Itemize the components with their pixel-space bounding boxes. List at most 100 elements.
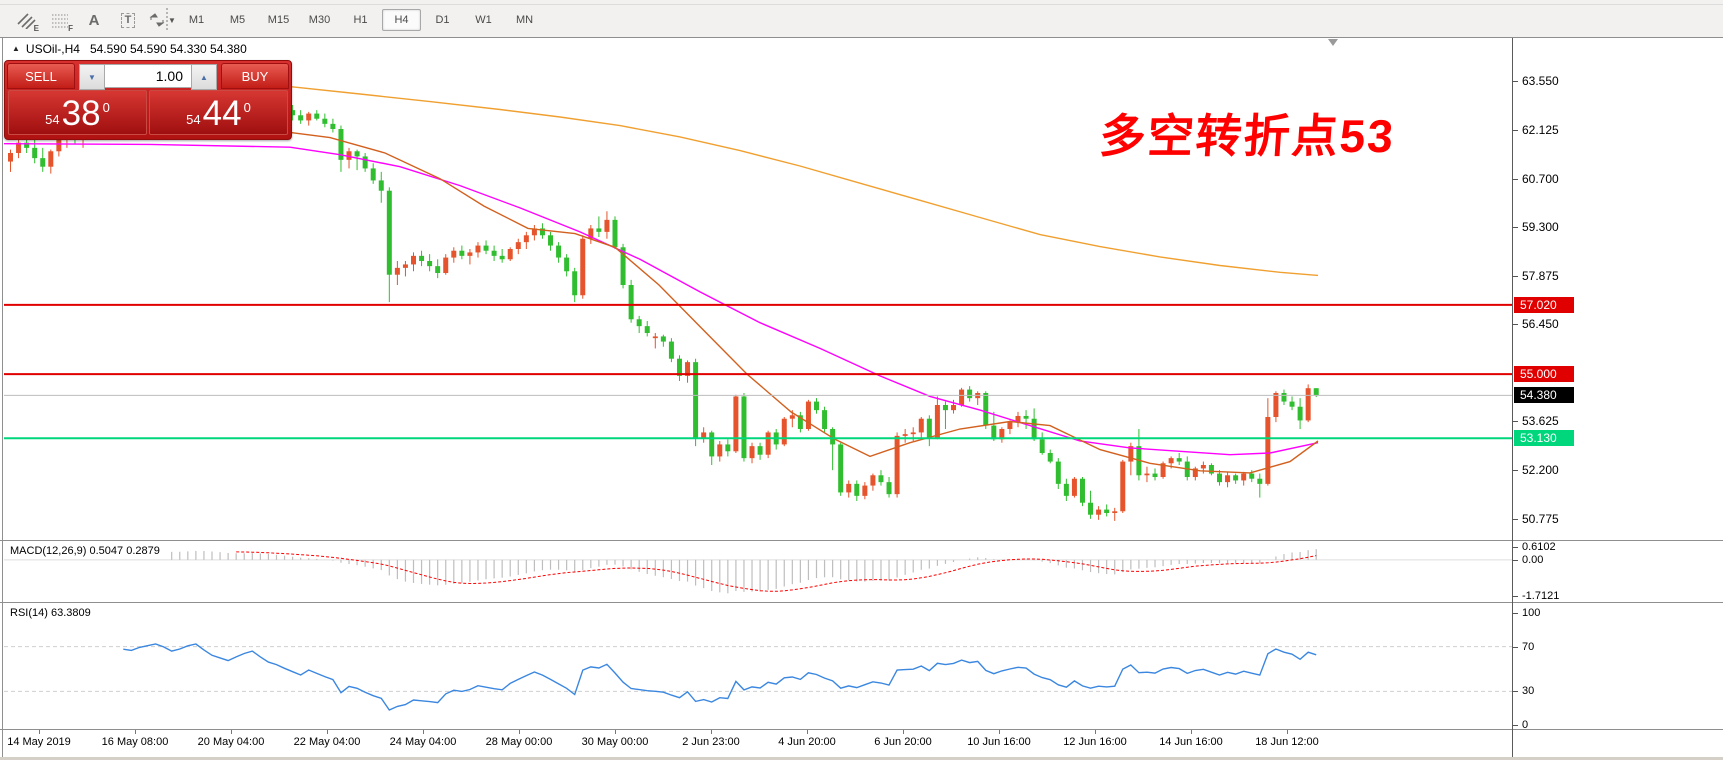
rsi-axis-label: 100	[1522, 607, 1541, 619]
time-axis[interactable]: 14 May 2019 16 May 08:00 20 May 04:00 22 Ma…	[0, 730, 1512, 757]
price-tick-mark	[1513, 81, 1518, 82]
time-axis-label: 16 May 08:00	[101, 736, 169, 748]
time-axis-label: 24 May 04:00	[389, 736, 457, 748]
rsi-plot	[4, 643, 1512, 711]
text-box-icon[interactable]: T	[112, 6, 144, 34]
price-tick-label: 50.775	[1522, 511, 1559, 526]
macd-tick-mark	[1513, 559, 1518, 561]
buy-price-display[interactable]: 54 44 0	[149, 90, 288, 135]
rsi-axis-label: 30	[1522, 685, 1535, 698]
toolbar-divider	[0, 4, 1723, 5]
price-tick-mark	[1513, 324, 1518, 326]
time-tick-mark	[135, 730, 136, 734]
time-tick-mark	[1287, 730, 1288, 734]
volume-increase-button[interactable]: ▲	[191, 64, 217, 90]
fast-ma-line	[289, 131, 1319, 474]
axis-separator	[1512, 38, 1513, 757]
buy-price-big: 44	[202, 94, 242, 133]
arrow-objects-icon[interactable]: ▼	[146, 6, 178, 34]
timeframe-button-w1[interactable]: W1	[475, 14, 492, 26]
text-label-icon[interactable]: A	[88, 11, 100, 29]
time-axis-label: 6 Jun 20:00	[874, 736, 932, 748]
time-tick-mark	[711, 730, 712, 734]
sell-price-prefix: 54	[45, 112, 60, 127]
rsi-panel-separator[interactable]	[0, 602, 1723, 603]
chart-shift-marker-icon[interactable]	[1328, 39, 1338, 46]
time-tick-mark	[903, 730, 904, 734]
price-tick-mark	[1513, 421, 1518, 423]
price-axis[interactable]: 63.550 62.125 60.700 59.300 57.875 56.450 53.6…	[1513, 38, 1723, 757]
timeframe-button-d1[interactable]: D1	[435, 14, 450, 26]
time-axis-label: 14 May 2019	[7, 736, 71, 748]
symbol-timeframe-label: USOil-,H4	[25, 42, 80, 56]
macd-axis-label: -1.7121	[1522, 590, 1560, 603]
macd-plot	[4, 549, 1512, 594]
macd-panel-separator[interactable]	[0, 540, 1723, 541]
rsi-line	[123, 643, 1317, 711]
time-tick-mark	[231, 730, 232, 734]
collapse-trade-panel-icon[interactable]: ▲	[12, 44, 20, 53]
timeframe-button-m5[interactable]: M5	[229, 14, 246, 26]
macd-axis-label: 0.00	[1522, 553, 1544, 566]
macd-indicator-label: MACD(12,26,9) 0.5047 0.2879	[10, 545, 160, 557]
rsi-tick-mark	[1513, 646, 1518, 648]
time-tick-mark	[807, 730, 808, 734]
window-bottom-edge	[0, 757, 1723, 760]
time-axis-label: 2 Jun 23:00	[682, 736, 740, 748]
macd-tick-mark	[1513, 596, 1518, 598]
window-border	[2, 38, 3, 757]
macd-axis-label: 0.6102	[1522, 540, 1556, 553]
chart-text-annotation: 多空转折点53	[1097, 110, 1397, 162]
time-axis-label: 10 Jun 16:00	[967, 736, 1031, 748]
buy-button[interactable]: BUY	[221, 63, 289, 89]
time-axis-label: 18 Jun 12:00	[1255, 736, 1319, 748]
toolbar-drag-handle[interactable]	[166, 8, 171, 30]
timeframe-button-h4[interactable]: H4	[382, 9, 421, 31]
time-tick-mark	[39, 730, 40, 734]
medium-ma-line	[4, 143, 1319, 456]
price-tick-mark	[1513, 226, 1518, 228]
time-axis-label: 4 Jun 20:00	[778, 736, 836, 748]
price-tick-label: 56.450	[1522, 317, 1559, 332]
drawing-tools-group: E F A T ▼	[10, 6, 180, 34]
price-tick-label: 59.300	[1522, 219, 1559, 234]
price-tick-mark	[1513, 129, 1518, 131]
rsi-indicator-label: RSI(14) 63.3809	[10, 607, 91, 619]
ohlc-values: 54.590 54.590 54.330 54.380	[89, 42, 247, 56]
price-tick-mark	[1513, 518, 1518, 520]
price-tick-mark	[1513, 470, 1518, 472]
time-tick-mark	[423, 730, 424, 734]
timeframe-group: M1 M5 M15 M30 H1 H4 D1 W1 MN	[176, 6, 545, 34]
price-tick-mark	[1513, 178, 1518, 180]
price-tick-label: 63.550	[1522, 74, 1559, 88]
buy-price-sup: 0	[243, 100, 251, 115]
timeframe-button-mn[interactable]: MN	[515, 14, 534, 26]
time-axis-label: 20 May 04:00	[197, 736, 265, 748]
timeframe-button-m30[interactable]: M30	[308, 14, 331, 26]
sell-button[interactable]: SELL	[7, 63, 75, 89]
sell-price-display[interactable]: 54 38 0	[8, 90, 147, 135]
timeframe-button-h1[interactable]: H1	[353, 14, 368, 26]
volume-input[interactable]: 1.00	[105, 64, 191, 88]
price-tick-label: 57.875	[1522, 268, 1559, 283]
time-axis-label: 12 Jun 16:00	[1063, 736, 1127, 748]
equidistant-channels-icon[interactable]: E	[10, 6, 42, 34]
sell-price-sup: 0	[102, 100, 110, 115]
price-level-badge: 53.130	[1514, 430, 1574, 447]
price-tick-label: 53.625	[1522, 414, 1559, 429]
fibonacci-grid-icon[interactable]: F	[52, 14, 73, 33]
price-tick-mark	[1513, 275, 1518, 277]
timeframe-button-m1[interactable]: M1	[188, 14, 205, 26]
chart-title: ▲ USOil-,H4 54.590 54.590 54.330 54.380	[12, 42, 247, 56]
macd-tick-mark	[1513, 546, 1518, 548]
volume-decrease-button[interactable]: ▼	[79, 64, 105, 90]
time-tick-mark	[999, 730, 1000, 734]
sell-price-big: 38	[61, 94, 101, 133]
macd-signal-line	[236, 551, 1317, 592]
timeframe-button-m15[interactable]: M15	[267, 14, 290, 26]
price-tick-label: 60.700	[1522, 171, 1559, 186]
time-axis-label: 30 May 00:00	[581, 736, 649, 748]
volume-stepper: ▼ 1.00 ▲	[79, 64, 217, 90]
rsi-tick-mark	[1513, 613, 1518, 614]
